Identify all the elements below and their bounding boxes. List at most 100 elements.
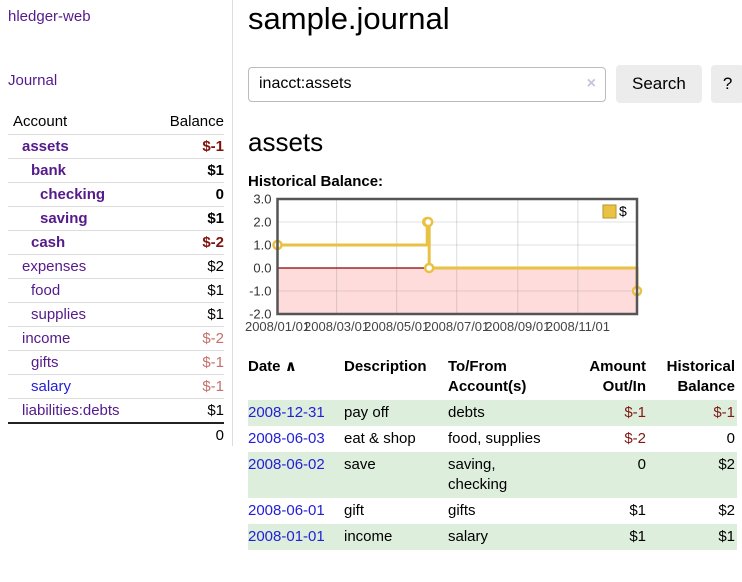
- account-balance: $1: [153, 398, 224, 424]
- historical-balance-chart: $3.0 2.0 1.0 0.0 -1.0 -2.0 2008/01/01 2008/03/0…: [245, 192, 742, 340]
- account-cell: liabilities:debts: [8, 398, 154, 424]
- y-tick-label: -2.0: [249, 307, 271, 322]
- account-balance: $-1: [153, 374, 224, 399]
- account-row: expenses $2: [8, 254, 224, 279]
- accounts-total-balance: 0: [153, 422, 224, 448]
- account-heading: assets: [248, 127, 324, 157]
- transaction-accounts: salary: [448, 528, 489, 545]
- account-cell: supplies: [8, 302, 154, 327]
- app-title-link[interactable]: hledger-web: [8, 8, 91, 25]
- account-row: saving $1: [8, 206, 224, 231]
- help-button[interactable]: ?: [710, 65, 742, 103]
- register-table-body: 2008-12-31 pay off debts $-1 $-1 2008-06-03 ea…: [248, 400, 737, 550]
- transaction-date-link[interactable]: 2008-01-01: [248, 528, 325, 545]
- sidebar-item-journal[interactable]: Journal: [8, 72, 58, 89]
- account-balance: $2: [153, 254, 224, 279]
- transaction-amount: 0: [637, 456, 646, 473]
- transaction-row: 2008-06-03 eat & shop food, supplies $-2 0: [248, 426, 737, 452]
- y-tick-label: 0.0: [253, 261, 271, 276]
- account-link-food[interactable]: food: [31, 282, 61, 299]
- negative-region: [277, 268, 637, 314]
- transaction-accounts: saving, checking: [448, 456, 508, 493]
- register-header-date[interactable]: Date ∧: [248, 358, 297, 375]
- y-tick-label: 2.0: [253, 215, 271, 230]
- account-cell: income: [8, 326, 154, 351]
- account-cell: checking: [8, 182, 154, 207]
- sidebar: hledger-web Journal Account Balance asse…: [0, 0, 233, 448]
- transaction-date-link[interactable]: 2008-06-01: [248, 502, 325, 519]
- accounts-table-body: assets $-1 bank $1 checking 0 saving $1 cash $-2 e…: [8, 134, 224, 424]
- transaction-amount: $1: [629, 528, 646, 545]
- x-tick-label: 2008/01/01: [245, 319, 310, 334]
- account-balance: 0: [153, 182, 224, 207]
- chart-title: Historical Balance:: [248, 173, 384, 190]
- account-link-supplies[interactable]: supplies: [31, 306, 87, 323]
- account-cell: assets: [8, 134, 154, 159]
- transaction-balance: 0: [726, 430, 735, 447]
- account-row: liabilities:debts $1: [8, 398, 224, 424]
- account-link-assets[interactable]: assets: [22, 138, 69, 155]
- account-cell: saving: [8, 206, 154, 231]
- data-point: [423, 262, 435, 274]
- transaction-date-link[interactable]: 2008-06-02: [248, 456, 325, 473]
- transaction-row: 2008-06-01 gift gifts $1 $2: [248, 498, 737, 524]
- account-row: salary $-1: [8, 374, 224, 399]
- y-tick-label: 3.0: [253, 192, 271, 207]
- search-form: × Search ?: [248, 65, 742, 103]
- accounts-table: Account Balance assets $-1 bank $1 checking 0…: [8, 110, 224, 448]
- legend-swatch: [602, 204, 617, 219]
- register-header-tofrom: To/From Account(s): [448, 358, 527, 395]
- register-table: Date ∧ Description To/From Account(s) Am…: [248, 355, 737, 550]
- account-link-bank[interactable]: bank: [31, 162, 67, 179]
- x-tick-label: 2008/11/01: [546, 319, 610, 334]
- account-row: assets $-1: [8, 134, 224, 159]
- account-link-saving[interactable]: saving: [40, 210, 88, 227]
- account-link-liabilities-debts[interactable]: liabilities:debts: [22, 402, 120, 419]
- account-balance: $-2: [153, 230, 224, 255]
- account-balance: $1: [153, 158, 224, 183]
- account-link-expenses[interactable]: expenses: [22, 258, 87, 275]
- transaction-balance: $2: [718, 456, 735, 473]
- page-title: sample.journal: [248, 1, 450, 36]
- account-link-gifts[interactable]: gifts: [31, 354, 59, 371]
- app: hledger-web Journal Account Balance asse…: [0, 0, 742, 550]
- account-row: gifts $-1: [8, 350, 224, 375]
- clear-search-icon[interactable]: ×: [586, 74, 596, 92]
- transaction-amount: $1: [629, 502, 646, 519]
- account-cell: expenses: [8, 254, 154, 279]
- account-link-checking[interactable]: checking: [40, 186, 106, 203]
- account-row: cash $-2: [8, 230, 224, 255]
- transaction-balance: $-1: [713, 404, 735, 421]
- transaction-date-link[interactable]: 2008-06-03: [248, 430, 325, 447]
- x-tick-label: 2008/07/01: [424, 319, 489, 334]
- account-link-cash[interactable]: cash: [31, 234, 66, 251]
- register-header-amount: Amount Out/In: [589, 358, 646, 395]
- accounts-header-balance: Balance: [153, 110, 224, 135]
- chart-frame: [276, 197, 639, 316]
- account-link-salary[interactable]: salary: [31, 378, 72, 395]
- x-tick-label: 2008/03/01: [304, 319, 369, 334]
- account-balance: $-2: [153, 326, 224, 351]
- y-tick-label: 1.0: [253, 238, 271, 253]
- x-tick-label: 2008/09/01: [485, 319, 550, 334]
- legend-label: $: [619, 203, 627, 219]
- account-link-income[interactable]: income: [22, 330, 71, 347]
- transaction-description: eat & shop: [344, 430, 416, 447]
- transaction-amount: $-2: [624, 430, 646, 447]
- account-cell: bank: [8, 158, 154, 183]
- transaction-description: save: [344, 456, 376, 473]
- account-row: income $-2: [8, 326, 224, 351]
- account-balance: $1: [153, 206, 224, 231]
- transaction-balance: $2: [718, 502, 735, 519]
- accounts-header-account: Account: [8, 110, 154, 135]
- account-row: bank $1: [8, 158, 224, 183]
- account-cell: salary: [8, 374, 154, 399]
- search-button[interactable]: Search: [616, 65, 702, 103]
- account-row: supplies $1: [8, 302, 224, 327]
- search-input[interactable]: [248, 66, 606, 102]
- account-balance: $-1: [153, 350, 224, 375]
- x-tick-label: 2008/05/01: [364, 319, 429, 334]
- chart-canvas: $3.0 2.0 1.0 0.0 -1.0 -2.02008/01/012008/03/0…: [245, 192, 643, 334]
- transaction-date-link[interactable]: 2008-12-31: [248, 404, 325, 421]
- transaction-accounts: gifts: [448, 502, 476, 519]
